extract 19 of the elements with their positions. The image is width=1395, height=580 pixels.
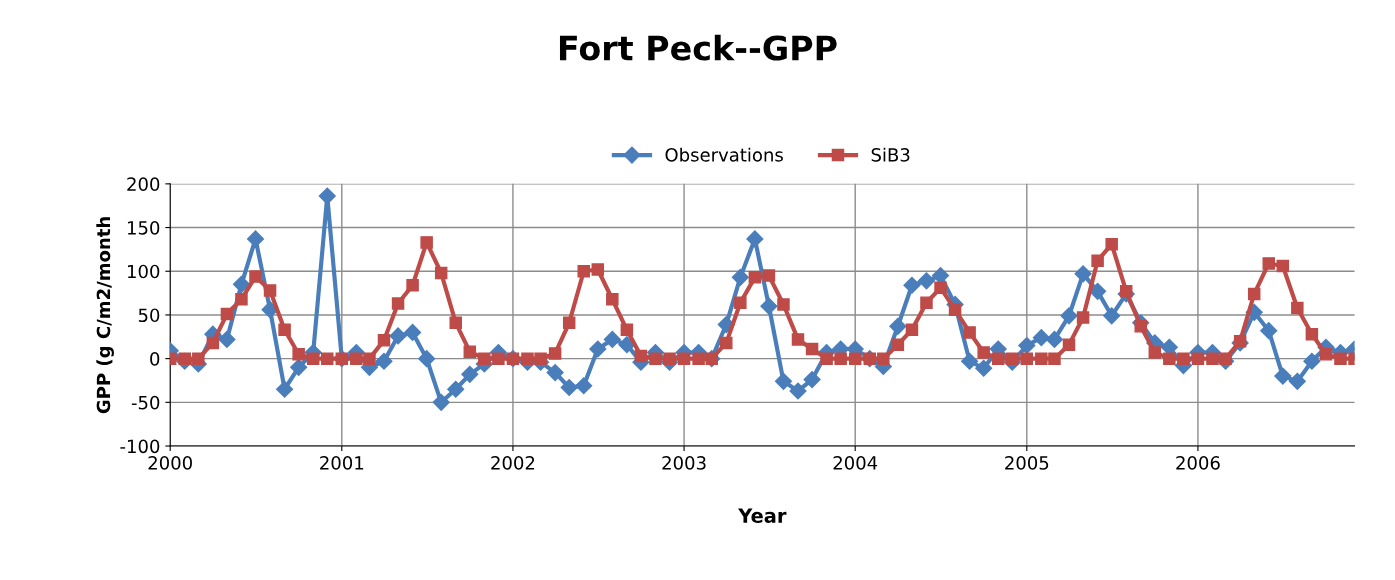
- y-tick-label: 50: [138, 308, 160, 323]
- x-tick-label: 2005: [1005, 456, 1049, 470]
- legend-label: Observations: [665, 147, 783, 162]
- y-tick-label: 200: [127, 177, 160, 191]
- y-tick-label: 100: [127, 264, 160, 279]
- x-tick-label: 2004: [833, 456, 878, 470]
- y-tick-label: -50: [131, 395, 160, 410]
- x-tick-label: 2000: [148, 456, 192, 470]
- y-tick-label: -100: [120, 439, 160, 454]
- y-tick-label: 150: [127, 221, 160, 235]
- y-axis-title: GPP (g C/m2/month: [96, 217, 114, 414]
- chart-title: Fort Peck--GPP: [559, 34, 837, 61]
- x-axis-title: Year: [738, 508, 787, 523]
- y-tick-label: 0: [150, 352, 160, 366]
- x-tick-label: 2001: [320, 456, 364, 470]
- x-tick-label: 2003: [662, 456, 706, 470]
- x-tick-label: 2006: [1176, 456, 1220, 470]
- x-tick-label: 2002: [491, 456, 535, 470]
- legend-label: SiB3: [871, 147, 910, 162]
